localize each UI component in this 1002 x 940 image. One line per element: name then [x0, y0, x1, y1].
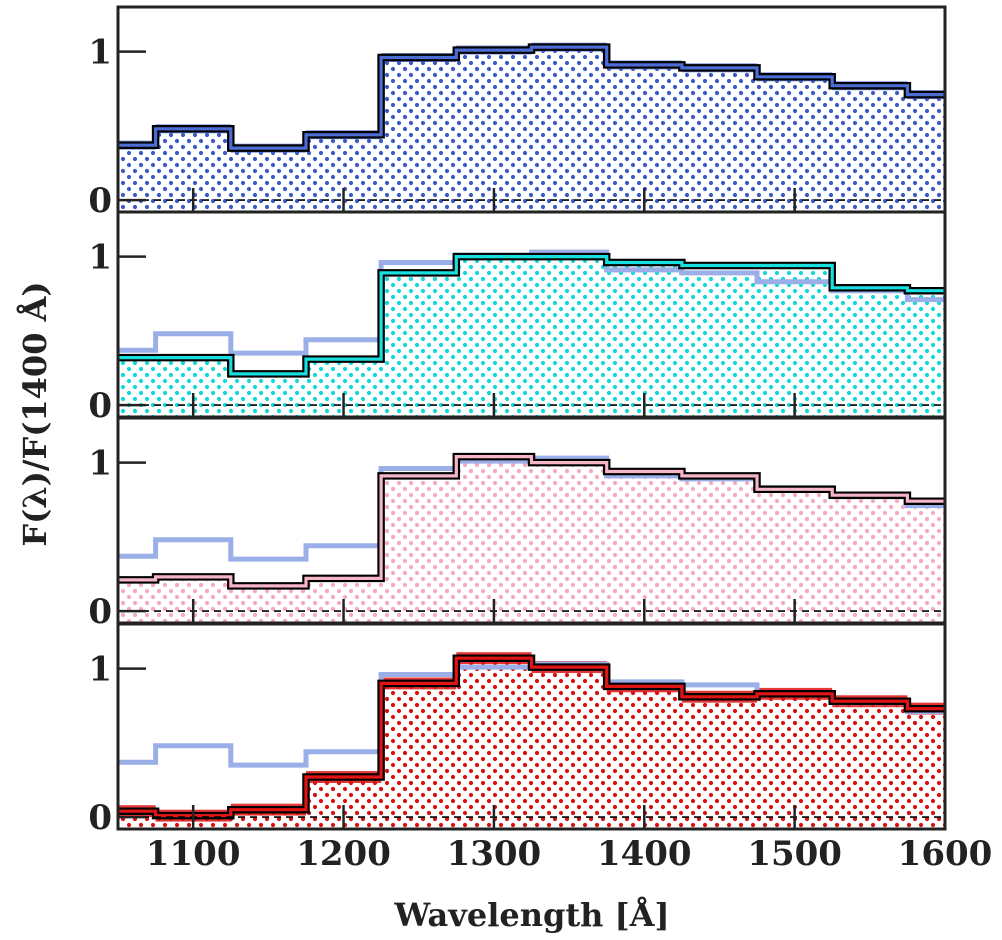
series-line-blue — [118, 45, 945, 150]
bin-fill-blue — [531, 47, 608, 212]
bin-fill-blue — [907, 94, 945, 212]
y-tick-label: 1 — [88, 33, 112, 73]
bin-fill-pink — [832, 495, 908, 623]
bin-fill-pink — [230, 585, 307, 623]
bin-fill-pink — [381, 475, 457, 623]
bin-fill-blue — [230, 148, 307, 212]
panel-blue: 01 — [88, 5, 947, 221]
x-axis-title: Wavelength [Å] — [393, 896, 669, 934]
bin-fill-pink — [606, 471, 683, 623]
x-tick-label: 1600 — [898, 834, 993, 874]
y-tick-label: 0 — [88, 386, 112, 426]
bin-fill-blue — [832, 85, 908, 212]
bin-fill-cyan — [456, 256, 533, 417]
y-tick-label: 1 — [88, 650, 112, 690]
panel-pink: 01 — [88, 416, 947, 632]
y-tick-label: 0 — [88, 181, 112, 221]
bin-fill-red — [907, 708, 945, 829]
bin-fill-red — [381, 683, 457, 829]
bin-fill-blue — [118, 145, 157, 212]
y-axis-title: F(λ)/F(1400 Å) — [16, 281, 54, 546]
bin-fill-cyan — [681, 265, 758, 417]
x-tick-label: 1500 — [747, 834, 842, 874]
bin-fill-cyan — [381, 272, 457, 417]
bin-fill-cyan — [606, 262, 683, 417]
bin-fill-cyan — [118, 357, 157, 417]
panel-cyan: 01 — [88, 210, 947, 426]
panel-plot-area — [118, 249, 945, 417]
series-line-cyan — [118, 255, 945, 376]
series-line-pink — [118, 455, 945, 588]
x-tick-label: 1300 — [447, 834, 542, 874]
x-tick-label: 1100 — [146, 834, 241, 874]
x-tick-label: 1200 — [296, 834, 391, 874]
panel-plot-area — [118, 42, 945, 212]
bin-fill-pink — [907, 501, 945, 623]
x-tick-label: 1400 — [597, 834, 692, 874]
panel-plot-area — [118, 452, 945, 623]
y-tick-label: 1 — [88, 444, 112, 484]
bin-fill-cyan — [832, 287, 908, 417]
bin-fill-cyan — [907, 290, 945, 417]
y-tick-label: 1 — [88, 238, 112, 278]
bin-fill-pink — [531, 462, 608, 623]
bin-fill-blue — [381, 57, 457, 212]
bin-fill-cyan — [230, 373, 307, 417]
panel-red: 01 — [88, 622, 947, 838]
y-tick-label: 0 — [88, 592, 112, 632]
bin-fill-pink — [118, 579, 157, 623]
panel-plot-area — [118, 652, 945, 829]
bin-fill-pink — [456, 456, 533, 623]
y-tick-label: 0 — [88, 798, 112, 838]
bin-fill-blue — [606, 64, 683, 212]
bin-fill-cyan — [531, 256, 608, 417]
series-line-red — [118, 656, 945, 818]
bin-fill-red — [531, 667, 608, 829]
bin-fill-red — [681, 696, 758, 829]
bin-fill-cyan — [757, 265, 833, 417]
bin-fill-red — [832, 701, 908, 829]
bin-fill-blue — [681, 67, 758, 212]
bin-fill-red — [456, 658, 533, 829]
bin-fill-pink — [681, 475, 758, 623]
bin-fill-blue — [456, 50, 533, 212]
panel-frame — [116, 622, 947, 831]
